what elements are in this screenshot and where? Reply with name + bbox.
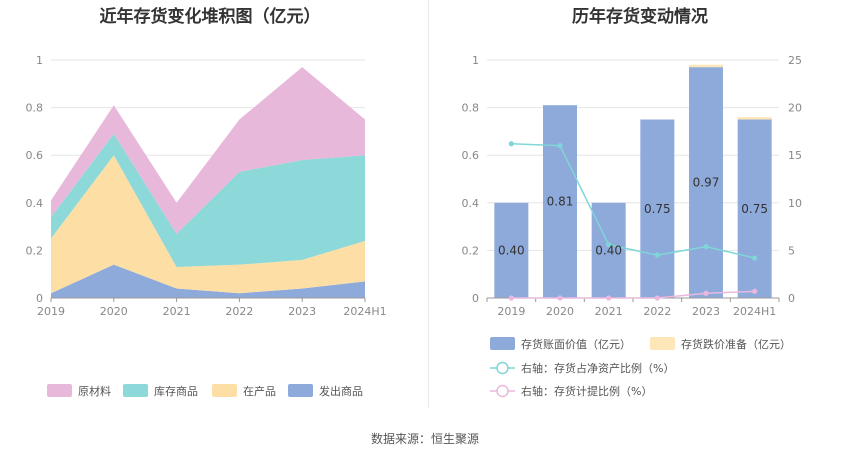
left-x-tick-label: 2021 bbox=[163, 305, 191, 318]
left-legend-label: 原材料 bbox=[78, 384, 111, 398]
area-series-库存商品 bbox=[51, 133, 365, 268]
inventory-bar bbox=[494, 202, 529, 298]
right-y-tick-label: 0.8 bbox=[462, 102, 480, 115]
inventory-bar bbox=[591, 202, 626, 298]
ratio-point bbox=[508, 141, 514, 147]
left-legend-swatch bbox=[47, 384, 72, 397]
ratio-line bbox=[511, 143, 755, 259]
left-chart-title: 近年存货变化堆积图（亿元） bbox=[99, 7, 321, 27]
area-series-在产品 bbox=[51, 155, 365, 294]
right-y-tick-label: 0.2 bbox=[462, 244, 480, 257]
bar-value-label: 0.40 bbox=[595, 243, 622, 257]
right-y-tick-label: 0.4 bbox=[462, 197, 480, 210]
right-y2-tick-label: 20 bbox=[788, 102, 802, 115]
provision-line bbox=[511, 290, 755, 299]
right-legend-swatch-reserve bbox=[650, 337, 675, 350]
right-y2-tick-label: 5 bbox=[788, 244, 795, 257]
right-y2-tick-label: 10 bbox=[788, 197, 802, 210]
right-legend-swatch-provision-marker bbox=[496, 384, 509, 398]
right-x-tick-label: 2019 bbox=[497, 305, 525, 318]
right-y-tick-label: 0 bbox=[472, 292, 479, 305]
right-y2-tick-label: 15 bbox=[788, 149, 802, 162]
provision-point bbox=[508, 295, 514, 301]
right-x-tick-label: 2021 bbox=[595, 305, 623, 318]
left-x-tick-label: 2019 bbox=[37, 305, 65, 318]
left-legend-swatch bbox=[123, 384, 148, 397]
bar-value-label: 0.75 bbox=[644, 202, 671, 216]
right-x-tick-label: 2022 bbox=[643, 305, 671, 318]
right-chart-title: 历年存货变动情况 bbox=[572, 7, 708, 27]
left-y-tick-label: 0 bbox=[36, 292, 43, 305]
right-y-tick-label: 1 bbox=[472, 54, 479, 67]
ratio-point bbox=[752, 255, 758, 261]
right-legend-label: 右轴：存货计提比例（%） bbox=[521, 384, 652, 398]
right-legend-label: 右轴：存货占净资产比例（%） bbox=[521, 361, 674, 375]
right-x-tick-label: 2020 bbox=[546, 305, 574, 318]
chart-divider bbox=[428, 0, 429, 408]
left-legend-swatch bbox=[212, 384, 237, 397]
provision-point bbox=[557, 295, 563, 301]
reserve-bar bbox=[737, 117, 772, 120]
inventory-bar bbox=[640, 119, 675, 298]
inventory-bar bbox=[543, 105, 577, 298]
left-y-tick-label: 0.4 bbox=[26, 197, 44, 210]
bar-value-label: 0.75 bbox=[741, 202, 768, 216]
inventory-bar bbox=[689, 67, 723, 298]
right-y2-tick-label: 0 bbox=[788, 292, 795, 305]
left-y-tick-label: 0.2 bbox=[26, 244, 44, 257]
ratio-point bbox=[557, 143, 563, 149]
provision-point bbox=[654, 295, 660, 301]
bar-value-label: 0.81 bbox=[547, 195, 574, 209]
left-x-tick-label: 2020 bbox=[100, 305, 128, 318]
reserve-bar bbox=[689, 64, 723, 68]
ratio-point bbox=[654, 252, 660, 258]
right-legend-label: 存货账面价值（亿元） bbox=[521, 337, 631, 351]
right-x-tick-label: 2024H1 bbox=[733, 305, 776, 318]
area-series-发出商品 bbox=[51, 264, 365, 298]
left-y-tick-label: 1 bbox=[36, 54, 43, 67]
left-legend-label: 发出商品 bbox=[319, 384, 363, 398]
area-series-原材料 bbox=[51, 67, 365, 234]
right-legend-swatch-ratio-marker bbox=[496, 361, 509, 375]
left-y-tick-label: 0.8 bbox=[26, 102, 44, 115]
ratio-point bbox=[606, 242, 612, 248]
bar-value-label: 0.97 bbox=[693, 176, 720, 190]
right-y-tick-label: 0.6 bbox=[462, 149, 480, 162]
left-legend-label: 在产品 bbox=[243, 384, 276, 398]
provision-point bbox=[752, 288, 758, 294]
ratio-point bbox=[703, 243, 709, 250]
provision-point bbox=[606, 295, 612, 301]
bar-value-label: 0.40 bbox=[498, 243, 525, 257]
left-x-tick-label: 2022 bbox=[225, 305, 253, 318]
right-x-tick-label: 2023 bbox=[692, 305, 720, 318]
right-y2-tick-label: 25 bbox=[788, 54, 802, 67]
inventory-bar bbox=[737, 119, 772, 298]
provision-point bbox=[703, 290, 709, 296]
right-legend-label: 存货跌价准备（亿元） bbox=[681, 337, 791, 351]
left-x-tick-label: 2023 bbox=[288, 305, 316, 318]
left-x-tick-label: 2024H1 bbox=[343, 305, 386, 318]
left-legend-swatch bbox=[288, 384, 313, 397]
left-y-tick-label: 0.6 bbox=[26, 149, 44, 162]
data-source-note: 数据来源：恒生聚源 bbox=[370, 432, 479, 446]
right-legend-swatch-inventory bbox=[490, 337, 515, 350]
left-legend-label: 库存商品 bbox=[154, 384, 198, 398]
